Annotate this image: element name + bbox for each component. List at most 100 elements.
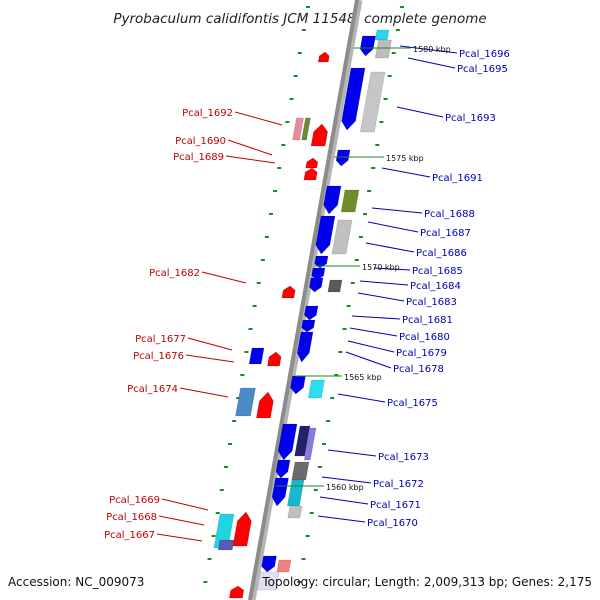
tick-mark xyxy=(256,282,261,284)
gene-arrow xyxy=(261,555,277,573)
tick-mark xyxy=(334,374,339,376)
tick-mark xyxy=(313,489,318,491)
gene-arrow xyxy=(277,423,298,461)
gene-label-left: Pcal_1669 xyxy=(109,495,160,506)
axis-line xyxy=(248,0,359,600)
gene-arrow xyxy=(304,305,319,321)
tick-mark xyxy=(342,328,347,330)
domain-box xyxy=(291,461,310,481)
tick-mark xyxy=(289,98,294,100)
gene-label-left: Pcal_1690 xyxy=(175,136,226,147)
leader-line xyxy=(373,267,411,271)
gene-arrow xyxy=(267,351,282,367)
tick-mark xyxy=(281,144,286,146)
tick-mark xyxy=(203,581,208,583)
leader-line xyxy=(367,221,419,233)
genome-axis xyxy=(248,0,363,600)
tick-mark xyxy=(338,351,343,353)
gene-label-right: Pcal_1687 xyxy=(420,228,471,239)
tick-mark xyxy=(244,351,249,353)
tick-mark xyxy=(236,397,241,399)
tick-mark xyxy=(277,167,282,169)
domain-box xyxy=(374,29,390,41)
leader-line xyxy=(396,106,444,118)
domain-box xyxy=(331,219,353,255)
domain-box xyxy=(327,279,343,293)
gene-arrow xyxy=(315,215,336,255)
leader-line xyxy=(156,533,203,542)
leader-line xyxy=(349,327,398,337)
gene-label-right: Pcal_1679 xyxy=(396,348,447,359)
gene-label-left: Pcal_1667 xyxy=(104,530,155,541)
tick-mark xyxy=(395,29,400,31)
leader-line xyxy=(351,315,401,320)
tick-mark xyxy=(363,213,368,215)
tick-mark xyxy=(297,581,302,583)
leader-line xyxy=(327,449,377,457)
gene-label-right: Pcal_1681 xyxy=(402,315,453,326)
leader-line xyxy=(179,387,229,398)
gene-arrow xyxy=(301,319,316,333)
gene-label-right: Pcal_1670 xyxy=(367,518,418,529)
tick-mark xyxy=(367,190,372,192)
leader-line xyxy=(365,242,415,253)
domain-box xyxy=(257,571,280,591)
gene-label-right: Pcal_1672 xyxy=(373,479,424,490)
tick-mark xyxy=(375,144,380,146)
leader-line xyxy=(357,292,405,302)
domain-box xyxy=(287,505,303,519)
domain-box xyxy=(292,117,304,141)
gene-label-left: Pcal_1674 xyxy=(127,384,178,395)
leader-line xyxy=(158,515,205,526)
leader-line xyxy=(187,337,233,351)
leader-line xyxy=(201,271,247,284)
gene-label-right: Pcal_1691 xyxy=(432,173,483,184)
gene-arrow xyxy=(275,459,291,479)
tick-mark xyxy=(240,374,245,376)
leader-line xyxy=(359,280,409,286)
gene-label-right: Pcal_1688 xyxy=(424,209,475,220)
tick-mark xyxy=(379,121,384,123)
map-title: Pyrobaculum calidifontis JCM 11548, comp… xyxy=(113,11,486,27)
tick-mark xyxy=(346,305,351,307)
leader-line xyxy=(319,496,369,505)
gene-label-right: Pcal_1673 xyxy=(378,452,429,463)
gene-label-right: Pcal_1683 xyxy=(406,297,457,308)
tick-mark xyxy=(223,466,228,468)
axis-ticks xyxy=(203,6,404,583)
gene-arrow xyxy=(335,149,351,167)
tick-mark xyxy=(260,259,265,261)
scale-label: 1575 kbp xyxy=(386,154,424,163)
tick-mark xyxy=(383,98,388,100)
domain-box xyxy=(374,39,392,59)
domain-box xyxy=(217,539,235,551)
tick-mark xyxy=(219,489,224,491)
tick-mark xyxy=(269,213,274,215)
gene-label-left: Pcal_1668 xyxy=(106,512,157,523)
gene-label-right: Pcal_1675 xyxy=(387,398,438,409)
gene-arrow xyxy=(359,35,376,57)
gene-label-right: Pcal_1678 xyxy=(393,364,444,375)
domain-box xyxy=(303,427,317,461)
tick-mark xyxy=(301,558,306,560)
tick-mark xyxy=(297,52,302,54)
leader-line xyxy=(371,207,423,214)
tick-mark xyxy=(273,190,278,192)
gene-arrow xyxy=(309,277,324,293)
leader-line xyxy=(225,155,276,164)
leader-line xyxy=(337,393,386,403)
scale-label: 1570 kbp xyxy=(362,263,400,272)
tick-mark xyxy=(228,443,233,445)
tick-mark xyxy=(285,121,290,123)
scale-label: 1560 kbp xyxy=(326,483,364,492)
tick-mark xyxy=(391,52,396,54)
gene-arrow xyxy=(232,511,252,547)
gene-arrow xyxy=(323,185,342,215)
gene-features xyxy=(213,29,392,599)
topology-text: Topology: circular; Length: 2,009,313 bp… xyxy=(261,575,592,589)
gene-label-right: Pcal_1680 xyxy=(399,332,450,343)
tick-mark xyxy=(358,236,363,238)
gene-labels: Pcal_1692 Pcal_1690 Pcal_1689 Pcal_1682 Pcal… xyxy=(104,49,510,541)
scale-label: 1580 kbp xyxy=(413,45,451,54)
